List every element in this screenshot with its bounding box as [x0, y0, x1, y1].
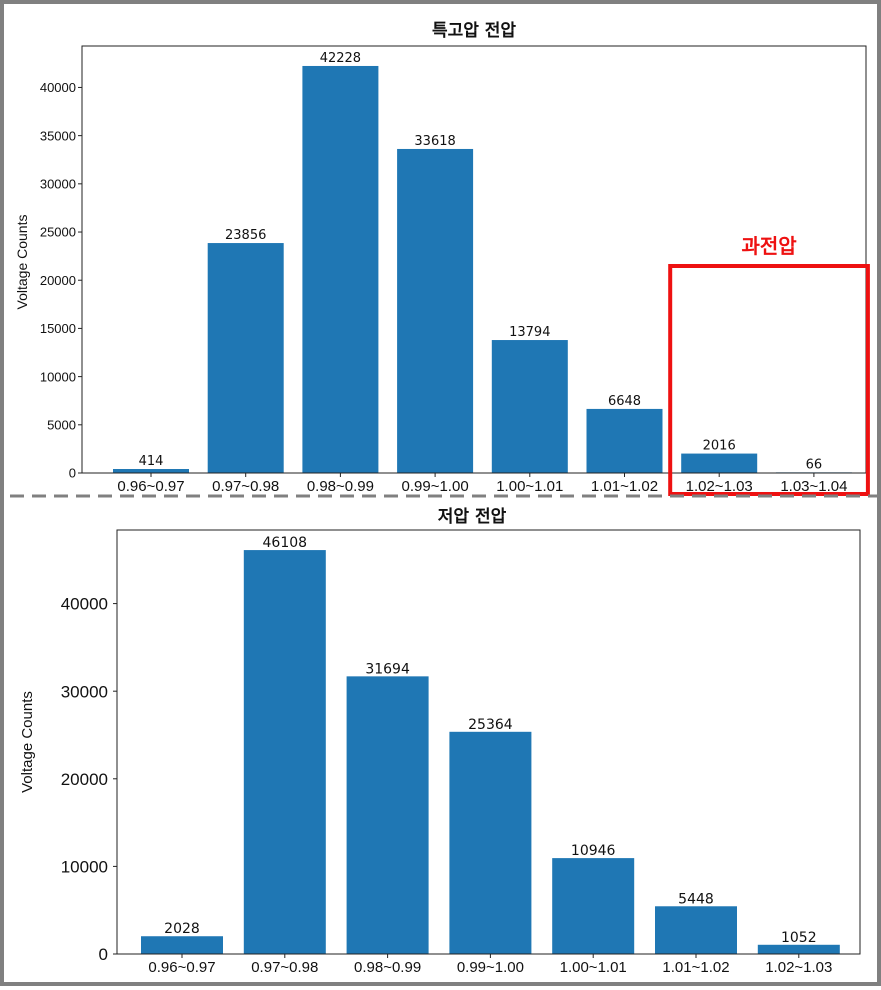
bar-0.98~0.99 — [302, 65, 379, 473]
y-tick-label: 25000 — [40, 225, 76, 240]
bar-0.99~1.00 — [397, 148, 474, 473]
bar-1.02~1.03 — [681, 453, 758, 473]
x-tick-label: 1.02~1.03 — [686, 478, 753, 495]
data-label: 1052 — [781, 930, 817, 946]
data-label: 42228 — [320, 51, 361, 66]
y-tick-label: 40000 — [40, 80, 76, 95]
y-tick-label: 0 — [69, 466, 76, 481]
y-tick-label: 10000 — [40, 369, 76, 384]
x-tick-label: 1.01~1.02 — [662, 959, 729, 976]
data-label: 13794 — [509, 325, 550, 340]
y-tick-label: 0 — [99, 945, 108, 964]
data-label: 414 — [139, 454, 164, 469]
bar-1.00~1.01 — [552, 858, 635, 954]
bar-0.97~0.98 — [243, 550, 326, 954]
y-axis-label: Voltage Counts — [14, 215, 30, 310]
x-tick-label: 1.02~1.03 — [765, 959, 832, 976]
data-label: 25364 — [468, 717, 513, 733]
bar-1.01~1.02 — [655, 906, 737, 954]
data-label: 10946 — [571, 843, 616, 859]
x-tick-label: 0.98~0.99 — [307, 478, 374, 495]
chart-bottom-voltage-low: 저압 전압 2028 0.96~0.97 46108 0.97~0.98 31694 0.9… — [19, 506, 861, 976]
bar-0.97~0.98 — [207, 243, 284, 473]
overvoltage-annotation-label: 과전압 — [741, 234, 797, 258]
data-label: 5448 — [678, 891, 714, 907]
x-tick-label: 0.98~0.99 — [354, 959, 421, 976]
plot-frame — [81, 45, 867, 474]
y-tick-label: 30000 — [61, 682, 108, 701]
chart-canvas: 특고압 전압 414 0.96~0.97 23856 0.97~0.98 42228 0.9… — [10, 20, 881, 976]
bar-0.96~0.97 — [113, 469, 189, 473]
x-tick-label: 1.00~1.01 — [496, 478, 563, 495]
x-tick-label: 1.00~1.01 — [560, 959, 627, 976]
bar-0.96~0.97 — [141, 936, 223, 954]
y-axis-label: Voltage Counts — [19, 691, 36, 793]
y-tick-label: 30000 — [40, 177, 76, 192]
y-tick-label: 20000 — [40, 273, 76, 288]
bar-1.00~1.01 — [491, 340, 568, 473]
chart-title: 저압 전압 — [438, 506, 507, 527]
x-tick-label: 0.96~0.97 — [117, 478, 184, 495]
y-tick-label: 40000 — [61, 595, 108, 614]
bar-1.01~1.02 — [586, 408, 663, 473]
data-label: 33618 — [414, 134, 455, 149]
bar-0.98~0.99 — [346, 676, 429, 954]
data-label: 2016 — [703, 439, 736, 454]
y-tick-label: 10000 — [61, 858, 108, 877]
plot-frame — [116, 529, 861, 955]
x-tick-label: 0.99~1.00 — [402, 478, 469, 495]
data-label: 66 — [806, 457, 823, 472]
y-tick-label: 20000 — [61, 770, 108, 789]
x-tick-label: 0.97~0.98 — [212, 478, 279, 495]
x-tick-label: 1.01~1.02 — [591, 478, 658, 495]
data-label: 31694 — [365, 661, 410, 677]
data-label: 6648 — [608, 394, 641, 409]
data-label: 46108 — [263, 535, 308, 551]
y-tick-label: 5000 — [47, 417, 76, 432]
chart-title: 특고압 전압 — [432, 20, 516, 41]
x-tick-label: 0.99~1.00 — [457, 959, 524, 976]
x-tick-label: 1.03~1.04 — [780, 478, 847, 495]
data-label: 2028 — [164, 921, 200, 937]
y-tick-label: 15000 — [40, 321, 76, 336]
bar-1.02~1.03 — [757, 944, 840, 954]
x-tick-label: 0.97~0.98 — [251, 959, 318, 976]
data-label: 23856 — [225, 228, 266, 243]
y-tick-label: 35000 — [40, 128, 76, 143]
chart-top-voltage-high: 특고압 전압 414 0.96~0.97 23856 0.97~0.98 42228 0.9… — [14, 20, 870, 496]
x-tick-label: 0.96~0.97 — [148, 959, 215, 976]
overvoltage-highlight-box — [668, 264, 870, 496]
bar-0.99~1.00 — [449, 731, 532, 954]
